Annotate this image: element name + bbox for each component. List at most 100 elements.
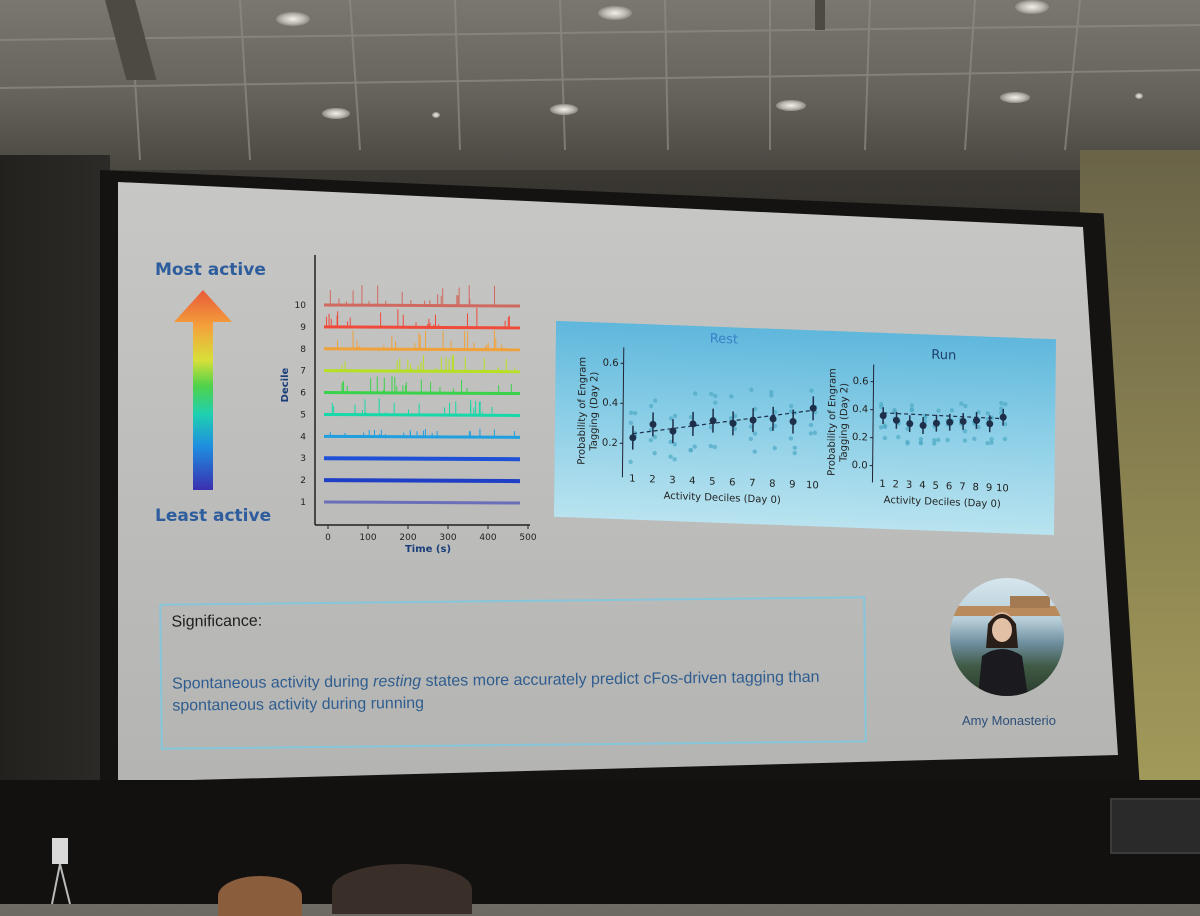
scatter-point — [932, 438, 936, 443]
scatter-point — [950, 408, 954, 413]
scatter-point — [713, 445, 717, 450]
scatter-mean-point — [893, 417, 900, 424]
scatter-point — [936, 438, 940, 443]
scatter-point — [919, 441, 923, 446]
decile-trace — [324, 327, 520, 328]
scatter-xtick-label: 7 — [959, 482, 965, 493]
scatter-xlabel: Activity Deciles (Day 0) — [884, 495, 1001, 510]
scatter-xtick-label: 1 — [879, 479, 885, 490]
scatter-xtick-label: 8 — [769, 479, 775, 490]
significance-box: Significance: Spontaneous activity durin… — [159, 596, 866, 749]
decile-trace — [324, 414, 520, 415]
scatter-mean-point — [649, 421, 656, 428]
trace-ytick-label: 3 — [300, 454, 306, 464]
scatter-point — [963, 438, 967, 443]
scatter-point — [629, 421, 633, 426]
scatter-ytick-label: 0.0 — [852, 460, 868, 472]
scatter-ylabel-line1: Probability of Engram — [827, 368, 839, 476]
ceiling-tiles — [0, 0, 1200, 170]
scatter-point — [668, 454, 672, 459]
scatter-point — [628, 460, 632, 465]
trace-ytick-label: 6 — [300, 389, 306, 399]
scatter-point — [986, 411, 990, 416]
scatter-point — [652, 451, 656, 456]
trace-xtick-label: 100 — [359, 533, 376, 543]
trace-ytick-label: 8 — [300, 345, 306, 355]
scatter-mean-point — [790, 418, 797, 425]
decile-trace — [324, 305, 520, 306]
scatter-point — [689, 448, 693, 453]
scatter-ytick-label: 0.2 — [602, 438, 618, 450]
decile-trace — [324, 502, 520, 503]
scatter-xtick-label: 4 — [919, 480, 925, 491]
decile-trace — [324, 436, 520, 437]
trace-ytick-label: 7 — [300, 367, 306, 377]
scatter-point — [649, 438, 653, 443]
decile-trace — [324, 393, 520, 394]
scatter-title: Run — [931, 348, 956, 364]
scatter-y-axis — [872, 365, 873, 483]
decile-trace — [324, 371, 520, 372]
trace-ytick-label: 5 — [300, 410, 306, 420]
scatter-point — [793, 451, 797, 456]
scatter-xtick-label: 9 — [789, 479, 795, 490]
trace-xtick-label: 300 — [439, 533, 456, 543]
scatter-point — [910, 403, 914, 408]
trace-ytick-label: 2 — [300, 476, 306, 486]
scatter-title: Rest — [710, 332, 738, 348]
scatter-point — [633, 411, 637, 416]
scatter-xtick-label: 5 — [933, 481, 939, 492]
stage-front — [0, 780, 1200, 904]
scatter-trend-line — [883, 413, 1003, 419]
audience-head-1 — [218, 876, 302, 916]
significance-title: Significance: — [171, 613, 262, 632]
scatter-point — [693, 391, 697, 396]
scatter-point — [749, 437, 753, 442]
scatter-point — [896, 435, 900, 440]
stage-monitor — [1110, 798, 1200, 854]
scatter-point — [985, 441, 989, 446]
scatter-point — [672, 457, 676, 462]
scatter-point — [709, 444, 713, 449]
scatter-point — [809, 423, 813, 428]
scatter-point — [789, 404, 793, 409]
scatter-xtick-label: 3 — [906, 480, 912, 491]
scatter-point — [709, 392, 713, 397]
trace-ytick-label: 1 — [300, 498, 306, 508]
scatter-xtick-label: 4 — [689, 476, 695, 487]
scatter-xtick-label: 2 — [893, 479, 899, 490]
scatter-point — [959, 401, 963, 406]
scatter-point — [693, 444, 697, 449]
scatter-ytick-label: 0.6 — [603, 358, 619, 370]
scatter-point — [629, 410, 633, 415]
scatter-xtick-label: 6 — [729, 477, 735, 488]
decile-trace — [324, 458, 520, 459]
trace-xtick-label: 200 — [399, 533, 416, 543]
presenter-photo — [950, 578, 1064, 696]
scatter-point — [769, 390, 773, 395]
scatter-point — [649, 404, 653, 409]
scatter-point — [813, 430, 817, 435]
scatter-ytick-label: 0.2 — [852, 432, 868, 444]
significance-text-part1: Spontaneous activity during — [172, 673, 373, 692]
most-active-label: Most active — [155, 260, 266, 280]
scatter-xtick-label: 6 — [946, 481, 952, 492]
scatter-point — [809, 388, 813, 393]
significance-text: Spontaneous activity during resting stat… — [172, 666, 852, 717]
audience-head-2 — [332, 864, 472, 914]
scatter-ytick-label: 0.4 — [602, 398, 618, 410]
scatter-ylabel-line2: Tagging (Day 2) — [839, 383, 851, 463]
scatter-point — [809, 431, 813, 436]
trace-xtick-label: 0 — [325, 533, 331, 543]
scatter-point — [749, 387, 753, 392]
scatter-xtick-label: 2 — [649, 474, 655, 485]
scatter-point — [653, 398, 657, 403]
ceiling — [0, 0, 1200, 170]
trace-ytick-label: 4 — [300, 432, 306, 442]
scatter-point — [789, 436, 793, 441]
trace-ylabel: Decile — [280, 367, 291, 402]
